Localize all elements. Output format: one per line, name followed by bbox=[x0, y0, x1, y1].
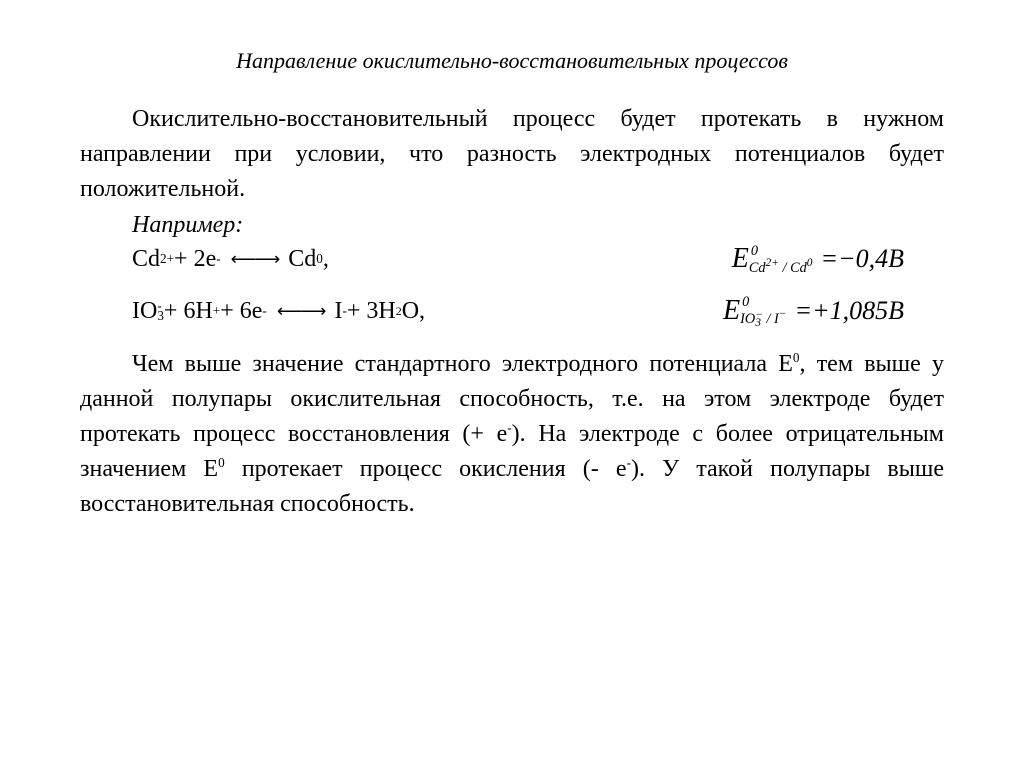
species-iodide: I bbox=[334, 298, 342, 325]
paragraph-explanation: Чем выше значение стандартного электродн… bbox=[80, 347, 944, 521]
electron-minus-2: - bbox=[262, 303, 266, 319]
E-superscript: 0 bbox=[740, 296, 749, 309]
half-reaction-1: Cd2+ + 2e- ⟵⟶ Cd0, bbox=[80, 246, 329, 273]
potential-value: −0,4 bbox=[838, 244, 888, 274]
species-cd0: Cd bbox=[288, 246, 316, 273]
equals-sign: = bbox=[795, 296, 813, 326]
comma: , bbox=[323, 246, 329, 273]
potential-2: E 0 IO−3 / I− = +1,085 В bbox=[723, 295, 944, 327]
charge-0: 0 bbox=[316, 251, 323, 267]
E-symbol: E bbox=[723, 295, 740, 327]
section-title: Направление окислительно-восстановительн… bbox=[80, 48, 944, 74]
potential-unit: В bbox=[888, 296, 904, 326]
sup-0: 0 bbox=[218, 455, 225, 470]
sup-0: 0 bbox=[793, 350, 800, 365]
E-superscript: 0 bbox=[749, 245, 758, 258]
half-reaction-2: IO-3 + 6H+ + 6e- ⟵⟶ I- + 3H2O, bbox=[80, 298, 425, 325]
potential-1: E 0 Cd2+ / Cd0 = −0,4 В bbox=[732, 243, 944, 275]
species-cd2plus: Cd bbox=[132, 246, 160, 273]
E-sub-sup: 0 Cd2+ / Cd0 bbox=[749, 245, 813, 274]
E-symbol: E bbox=[732, 243, 749, 275]
species-io3: IO bbox=[132, 298, 157, 325]
h2o-O: O, bbox=[402, 298, 425, 325]
text-chunk: Чем выше значение стандартного электродн… bbox=[132, 351, 793, 377]
electron-minus: - bbox=[216, 251, 220, 267]
plus-6e: + 6e bbox=[220, 298, 262, 325]
plus-2e: + 2e bbox=[174, 246, 216, 273]
example-label: Например: bbox=[80, 212, 944, 239]
paragraph-intro: Окислительно-восстановительный процесс б… bbox=[80, 102, 944, 206]
equilibrium-arrow-icon: ⟵⟶ bbox=[231, 249, 279, 270]
equals-sign: = bbox=[821, 244, 839, 274]
h-plus: + bbox=[213, 303, 220, 319]
equation-row-1: Cd2+ + 2e- ⟵⟶ Cd0, E 0 Cd2+ / Cd0 = −0,4… bbox=[80, 243, 944, 275]
E-subscript: Cd2+ / Cd0 bbox=[749, 258, 813, 275]
plus-3h2o: + 3H bbox=[347, 298, 396, 325]
io3-sub-sup: -3 bbox=[157, 301, 164, 322]
document-page: Направление окислительно-восстановительн… bbox=[0, 0, 1024, 587]
potential-value: +1,085 bbox=[812, 296, 888, 326]
potential-unit: В bbox=[888, 244, 904, 274]
equilibrium-arrow-icon: ⟵⟶ bbox=[277, 301, 325, 322]
equation-row-2: IO-3 + 6H+ + 6e- ⟵⟶ I- + 3H2O, E 0 IO−3 … bbox=[80, 295, 944, 327]
E-sub-sup: 0 IO−3 / I− bbox=[740, 296, 786, 327]
charge-2plus: 2+ bbox=[160, 251, 174, 267]
text-chunk: протекает процесс окисления (- е bbox=[225, 456, 627, 482]
plus-6h: + 6H bbox=[164, 298, 213, 325]
E-subscript: IO−3 / I− bbox=[740, 309, 786, 327]
